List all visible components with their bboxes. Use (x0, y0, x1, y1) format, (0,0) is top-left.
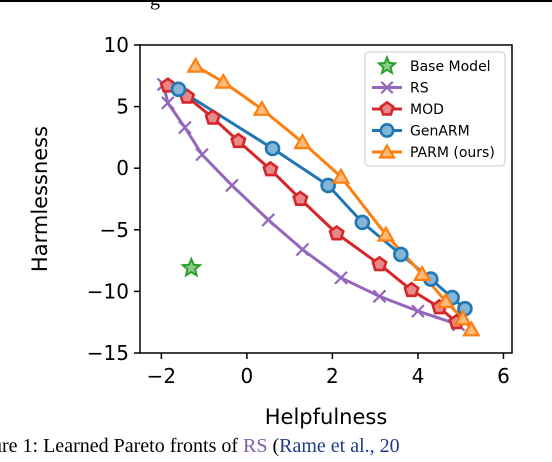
caption-citation-link[interactable]: Rame et al., 20 (279, 435, 400, 457)
legend-label-genarm: GenARM (410, 124, 470, 140)
figure-heading-fragment: g (150, 0, 160, 11)
x-tick-label-3: 4 (412, 364, 425, 388)
x-tick-label-4: 6 (497, 364, 510, 388)
series-line-parm-ours (194, 64, 473, 331)
pareto-front-chart: −2 0 2 4 6 10 5 0 −5 −10 −15 Helpfulness Harmlessn… (28, 33, 513, 429)
series-markers (156, 56, 481, 337)
point-genarm-4 (393, 246, 409, 263)
point-base-model-0 (180, 256, 203, 278)
y-tick-label-5: −15 (87, 341, 129, 365)
point-mod-6 (328, 224, 345, 241)
point-rs-6 (295, 242, 310, 257)
caption-rs-link[interactable]: RS (243, 435, 268, 457)
legend-marker-mod (379, 100, 395, 116)
point-mod-2 (204, 109, 221, 125)
x-tick-label-2: 2 (326, 364, 339, 388)
point-mod-3 (230, 132, 247, 149)
point-parm-ours-3 (293, 133, 312, 150)
legend-label-base-model: Base Model (410, 59, 491, 75)
point-rs-5 (261, 213, 276, 227)
point-rs-1 (161, 96, 175, 110)
legend-label-rs: RS (410, 81, 429, 97)
x-axis-label: Helpfulness (265, 405, 388, 429)
point-genarm-1 (264, 140, 281, 157)
legend-marker-parm-ours (378, 143, 396, 159)
y-tick-label-4: −10 (87, 279, 129, 303)
plot-frame (139, 44, 513, 354)
point-rs-4 (225, 178, 239, 193)
y-tick-label-0: 10 (104, 33, 129, 57)
figure-caption: ure 1: Learned Pareto fronts of RS (Rame… (0, 435, 400, 458)
point-rs-8 (372, 289, 387, 304)
point-parm-ours-0 (186, 56, 205, 73)
point-rs-9 (411, 304, 425, 318)
legend: Base Model RS MOD GenARM PARM (ours) (364, 51, 506, 167)
point-genarm-2 (320, 177, 336, 194)
point-parm-ours-5 (376, 225, 396, 242)
point-mod-5 (292, 190, 309, 206)
point-parm-ours-6 (412, 265, 432, 281)
legend-label-mod: MOD (410, 102, 444, 118)
point-rs-2 (178, 120, 192, 135)
legend-marker-base-model (376, 54, 398, 76)
legend-marker-rs (380, 81, 394, 94)
axis-ticks: −2 0 2 4 6 10 5 0 −5 −10 −15 (87, 33, 510, 388)
caption-prefix: ure 1: Learned Pareto fronts of (0, 435, 244, 457)
point-mod-7 (371, 255, 388, 272)
y-axis-label: Harmlessness (28, 126, 52, 272)
point-mod-4 (262, 160, 279, 177)
point-parm-ours-7 (436, 292, 456, 309)
y-tick-label-1: 5 (116, 95, 129, 119)
x-tick-label-0: −2 (147, 364, 176, 388)
point-parm-ours-1 (214, 72, 233, 89)
caption-middle: ( (267, 435, 280, 457)
y-tick-label-3: −5 (100, 218, 129, 242)
point-parm-ours-2 (252, 99, 272, 116)
x-tick-label-1: 0 (241, 364, 254, 388)
legend-label-parm-ours: PARM (ours) (410, 145, 495, 161)
point-mod-8 (403, 281, 420, 298)
point-genarm-0 (170, 81, 187, 98)
point-parm-ours-9 (462, 320, 481, 337)
point-parm-ours-4 (331, 167, 351, 184)
top-rule (0, 0, 552, 2)
point-rs-3 (195, 147, 209, 162)
legend-frame (364, 51, 506, 167)
legend-marker-genarm (379, 123, 395, 138)
point-genarm-3 (354, 214, 371, 231)
point-parm-ours-8 (453, 309, 473, 326)
y-tick-label-2: 0 (116, 156, 129, 180)
point-rs-7 (334, 271, 348, 285)
